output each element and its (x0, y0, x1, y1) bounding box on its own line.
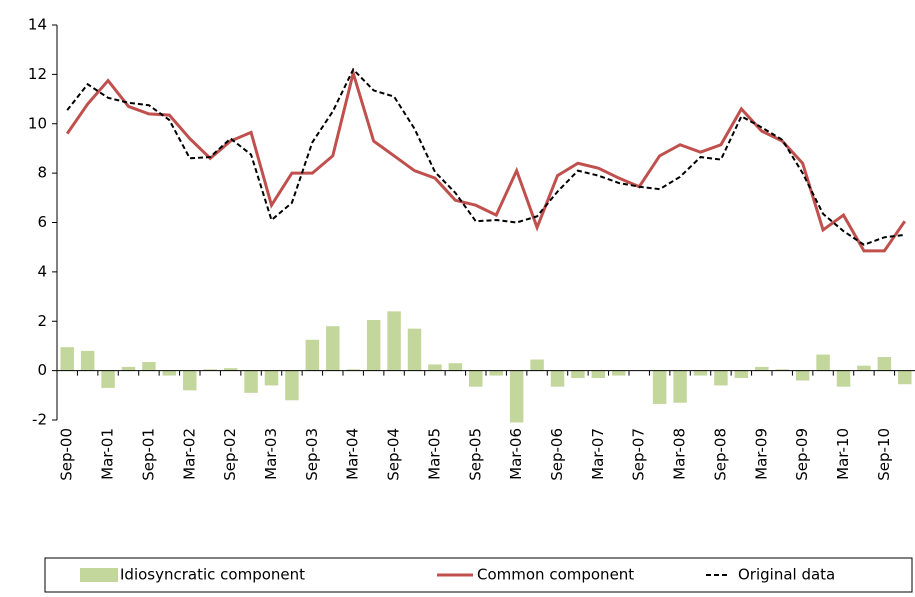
bar (652, 370, 667, 404)
bar (183, 370, 197, 391)
y-tick-label: 4 (37, 262, 47, 280)
bar (244, 370, 258, 393)
x-tick-label: Mar-07 (589, 428, 607, 480)
bar (673, 370, 687, 403)
bar (387, 311, 401, 371)
legend-box (44, 557, 913, 593)
bar (448, 363, 463, 371)
x-tick-label: Sep-05 (466, 428, 484, 481)
bar (877, 357, 892, 371)
series-line (65, 67, 907, 253)
x-tick-label: Sep-08 (711, 428, 729, 481)
bar (80, 350, 95, 371)
bar (469, 370, 483, 387)
x-tick-label: Mar-10 (834, 428, 852, 480)
x-tick-label: Mar-08 (671, 428, 689, 480)
series-line (66, 67, 905, 246)
y-tick-label: 10 (28, 114, 47, 132)
bar (795, 370, 810, 381)
bar (898, 370, 912, 385)
bar (121, 366, 136, 371)
bar (755, 366, 769, 371)
bar (571, 370, 585, 379)
bar (346, 369, 360, 371)
x-tick-label: Sep-06 (548, 428, 566, 481)
legend-label: Common component (477, 566, 634, 584)
x-tick-label: Mar-06 (507, 428, 525, 480)
bar (60, 347, 74, 371)
x-tick-label: Sep-03 (303, 428, 321, 481)
x-tick-label: Sep-09 (793, 428, 811, 481)
x-tick-label: Sep-02 (221, 428, 239, 481)
bar (775, 369, 789, 371)
y-tick-label: 8 (37, 164, 47, 182)
x-tick-label: Sep-01 (139, 428, 157, 481)
y-tick-label: -2 (32, 411, 47, 429)
bar (857, 365, 871, 371)
bar (223, 368, 238, 371)
bar (101, 370, 115, 388)
x-tick-label: Mar-05 (425, 428, 443, 480)
x-tick-label: Mar-04 (344, 428, 362, 480)
bar (285, 370, 299, 401)
y-tick-label: 6 (37, 213, 47, 231)
y-tick-label: 2 (37, 312, 47, 330)
bar (509, 370, 524, 423)
bar (142, 361, 156, 371)
bar (366, 320, 381, 371)
bar (836, 370, 851, 387)
bar (203, 369, 217, 371)
y-tick-label: 0 (37, 361, 47, 379)
bar (591, 370, 606, 379)
bar (326, 326, 340, 371)
x-tick-label: Sep-10 (875, 428, 893, 481)
y-tick-label: 12 (28, 65, 47, 83)
bar (530, 359, 544, 371)
bar (734, 370, 749, 379)
legend-label: Original data (738, 566, 835, 584)
x-tick-label: Mar-09 (752, 428, 770, 480)
bar (550, 370, 565, 387)
bar (305, 339, 320, 371)
x-tick-label: Mar-02 (180, 428, 198, 480)
x-tick-label: Sep-07 (630, 428, 648, 481)
bar (162, 370, 177, 376)
bar (489, 370, 503, 376)
bar (264, 370, 279, 386)
legend-label: Idiosyncratic component (120, 566, 305, 584)
bar (612, 370, 626, 376)
bar (693, 370, 708, 376)
y-tick-label: 14 (28, 16, 47, 34)
bar (407, 328, 422, 371)
x-tick-label: Sep-04 (385, 428, 403, 481)
bar (816, 354, 830, 371)
legend-swatch (80, 568, 118, 582)
bar (714, 370, 728, 386)
bar (428, 364, 442, 371)
x-tick-label: Sep-00 (58, 428, 76, 481)
x-tick-label: Mar-01 (99, 428, 117, 480)
x-tick-label: Mar-03 (262, 428, 280, 480)
